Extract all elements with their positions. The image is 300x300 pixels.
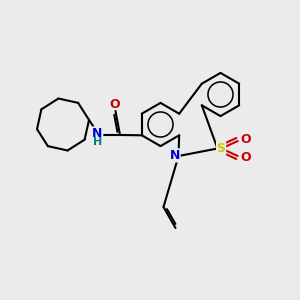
Text: N: N	[170, 149, 180, 162]
Text: O: O	[241, 151, 251, 164]
Text: H: H	[93, 136, 102, 147]
Text: N: N	[92, 127, 103, 140]
Text: O: O	[241, 133, 251, 146]
Text: S: S	[217, 142, 226, 155]
Text: O: O	[109, 98, 120, 111]
